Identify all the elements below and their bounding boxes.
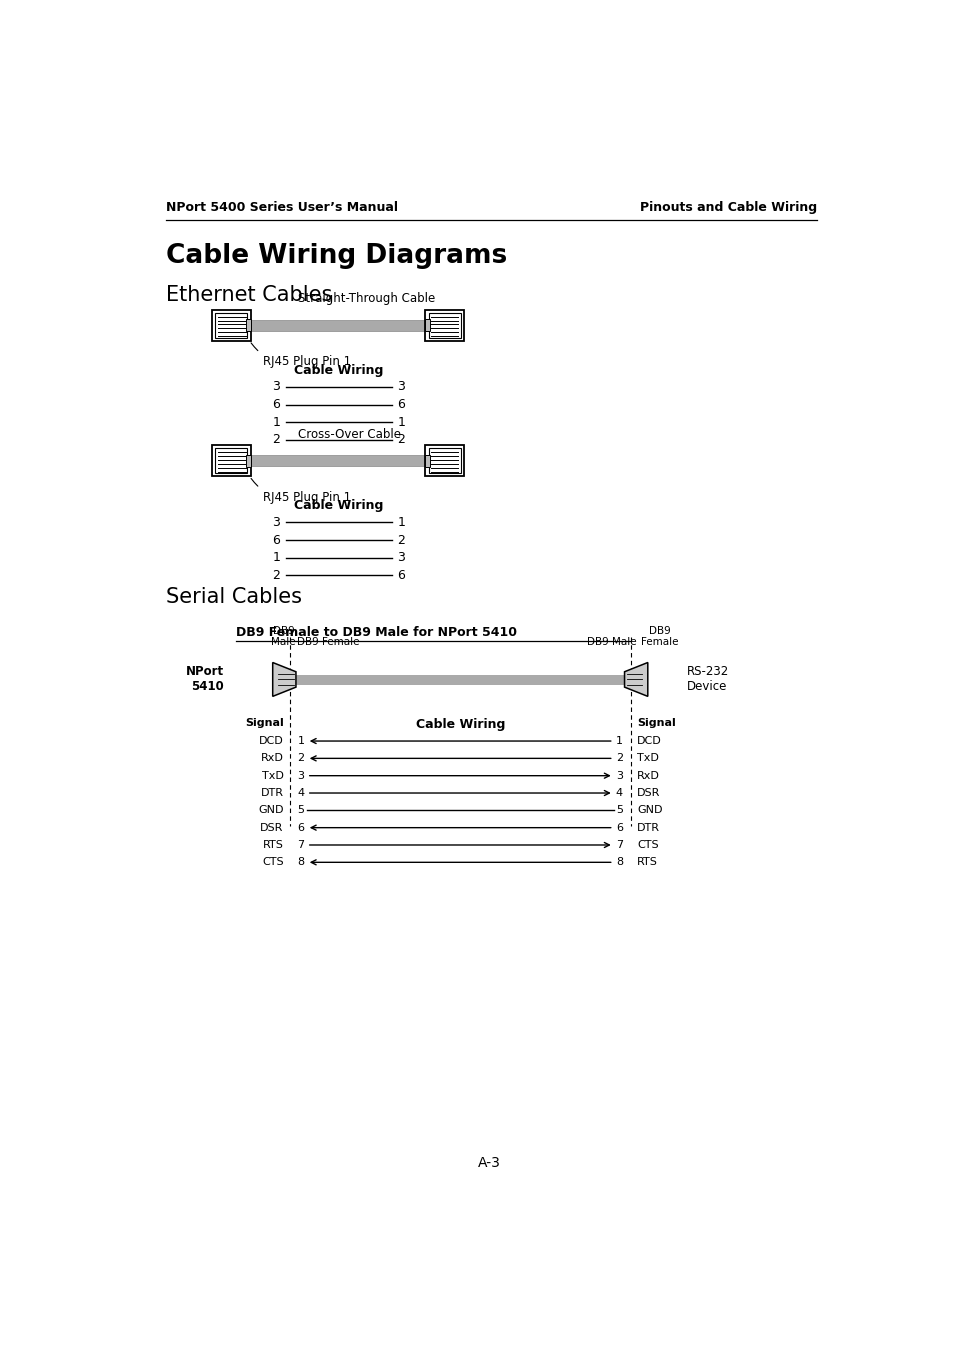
Text: Straight-Through Cable: Straight-Through Cable	[297, 292, 435, 305]
Text: DSR: DSR	[637, 788, 659, 798]
Text: DB9
Female: DB9 Female	[640, 626, 679, 647]
Text: DB9 Female to DB9 Male for NPort 5410: DB9 Female to DB9 Male for NPort 5410	[235, 625, 516, 639]
Text: 6: 6	[616, 822, 622, 833]
Text: 2: 2	[297, 753, 304, 763]
Text: 2: 2	[397, 533, 405, 547]
Text: DSR: DSR	[260, 822, 283, 833]
Text: NPort 5400 Series User’s Manual: NPort 5400 Series User’s Manual	[166, 201, 397, 215]
Text: 2: 2	[273, 568, 280, 582]
Text: GND: GND	[257, 806, 283, 815]
Text: 3: 3	[273, 516, 280, 529]
Text: NPort
5410: NPort 5410	[186, 666, 224, 694]
Text: DB9
Male: DB9 Male	[271, 626, 295, 647]
Text: 1: 1	[397, 516, 405, 529]
Polygon shape	[251, 455, 425, 466]
Text: RxD: RxD	[637, 771, 659, 780]
Text: A-3: A-3	[477, 1156, 499, 1170]
Text: RJ45 Plug Pin 1: RJ45 Plug Pin 1	[251, 343, 351, 369]
Text: 2: 2	[397, 433, 405, 447]
Text: 3: 3	[297, 771, 304, 780]
Text: DTR: DTR	[260, 788, 283, 798]
Text: 1: 1	[297, 736, 304, 747]
Text: 6: 6	[297, 822, 304, 833]
Text: 5: 5	[616, 806, 622, 815]
Polygon shape	[425, 455, 430, 467]
Polygon shape	[425, 319, 430, 331]
Polygon shape	[246, 319, 251, 331]
Text: Signal: Signal	[637, 718, 675, 728]
Polygon shape	[273, 663, 295, 697]
Text: TxD: TxD	[637, 753, 659, 763]
Text: Cable Wiring Diagrams: Cable Wiring Diagrams	[166, 243, 506, 269]
Text: 3: 3	[397, 551, 405, 564]
Text: 6: 6	[397, 568, 405, 582]
Text: 2: 2	[273, 433, 280, 447]
Text: Ethernet Cables: Ethernet Cables	[166, 285, 332, 305]
Text: RTS: RTS	[262, 840, 283, 850]
Text: DB9 Male: DB9 Male	[586, 637, 636, 647]
Text: RTS: RTS	[637, 857, 658, 867]
Text: 4: 4	[616, 788, 622, 798]
Text: RJ45 Plug Pin 1: RJ45 Plug Pin 1	[251, 478, 351, 504]
Text: 1: 1	[273, 551, 280, 564]
Text: 3: 3	[616, 771, 622, 780]
Text: Cable Wiring: Cable Wiring	[416, 718, 504, 730]
Text: CTS: CTS	[637, 840, 658, 850]
Text: 8: 8	[297, 857, 304, 867]
Text: 6: 6	[397, 398, 405, 410]
Text: 3: 3	[273, 381, 280, 393]
Polygon shape	[251, 320, 425, 331]
Text: 2: 2	[616, 753, 622, 763]
Text: Signal: Signal	[245, 718, 283, 728]
Text: DCD: DCD	[258, 736, 283, 747]
Text: Cable Wiring: Cable Wiring	[294, 500, 383, 512]
Polygon shape	[295, 675, 624, 684]
Text: DCD: DCD	[637, 736, 661, 747]
Text: DB9 Female: DB9 Female	[297, 637, 359, 647]
Text: 6: 6	[273, 533, 280, 547]
Text: Serial Cables: Serial Cables	[166, 587, 301, 608]
Text: TxD: TxD	[261, 771, 283, 780]
Text: 3: 3	[397, 381, 405, 393]
Text: 1: 1	[616, 736, 622, 747]
Text: Pinouts and Cable Wiring: Pinouts and Cable Wiring	[639, 201, 816, 215]
Text: CTS: CTS	[262, 857, 283, 867]
Text: RS-232
Device: RS-232 Device	[686, 666, 728, 694]
Text: 6: 6	[273, 398, 280, 410]
Text: Cable Wiring: Cable Wiring	[294, 363, 383, 377]
Polygon shape	[624, 663, 647, 697]
Text: 1: 1	[273, 416, 280, 429]
Polygon shape	[246, 455, 251, 467]
Text: 7: 7	[297, 840, 304, 850]
Text: 1: 1	[397, 416, 405, 429]
Text: 7: 7	[616, 840, 622, 850]
Text: Cross-Over Cable: Cross-Over Cable	[297, 428, 400, 440]
Text: 5: 5	[297, 806, 304, 815]
Text: 4: 4	[297, 788, 304, 798]
Text: GND: GND	[637, 806, 661, 815]
Text: DTR: DTR	[637, 822, 659, 833]
Text: 8: 8	[616, 857, 622, 867]
Text: RxD: RxD	[260, 753, 283, 763]
